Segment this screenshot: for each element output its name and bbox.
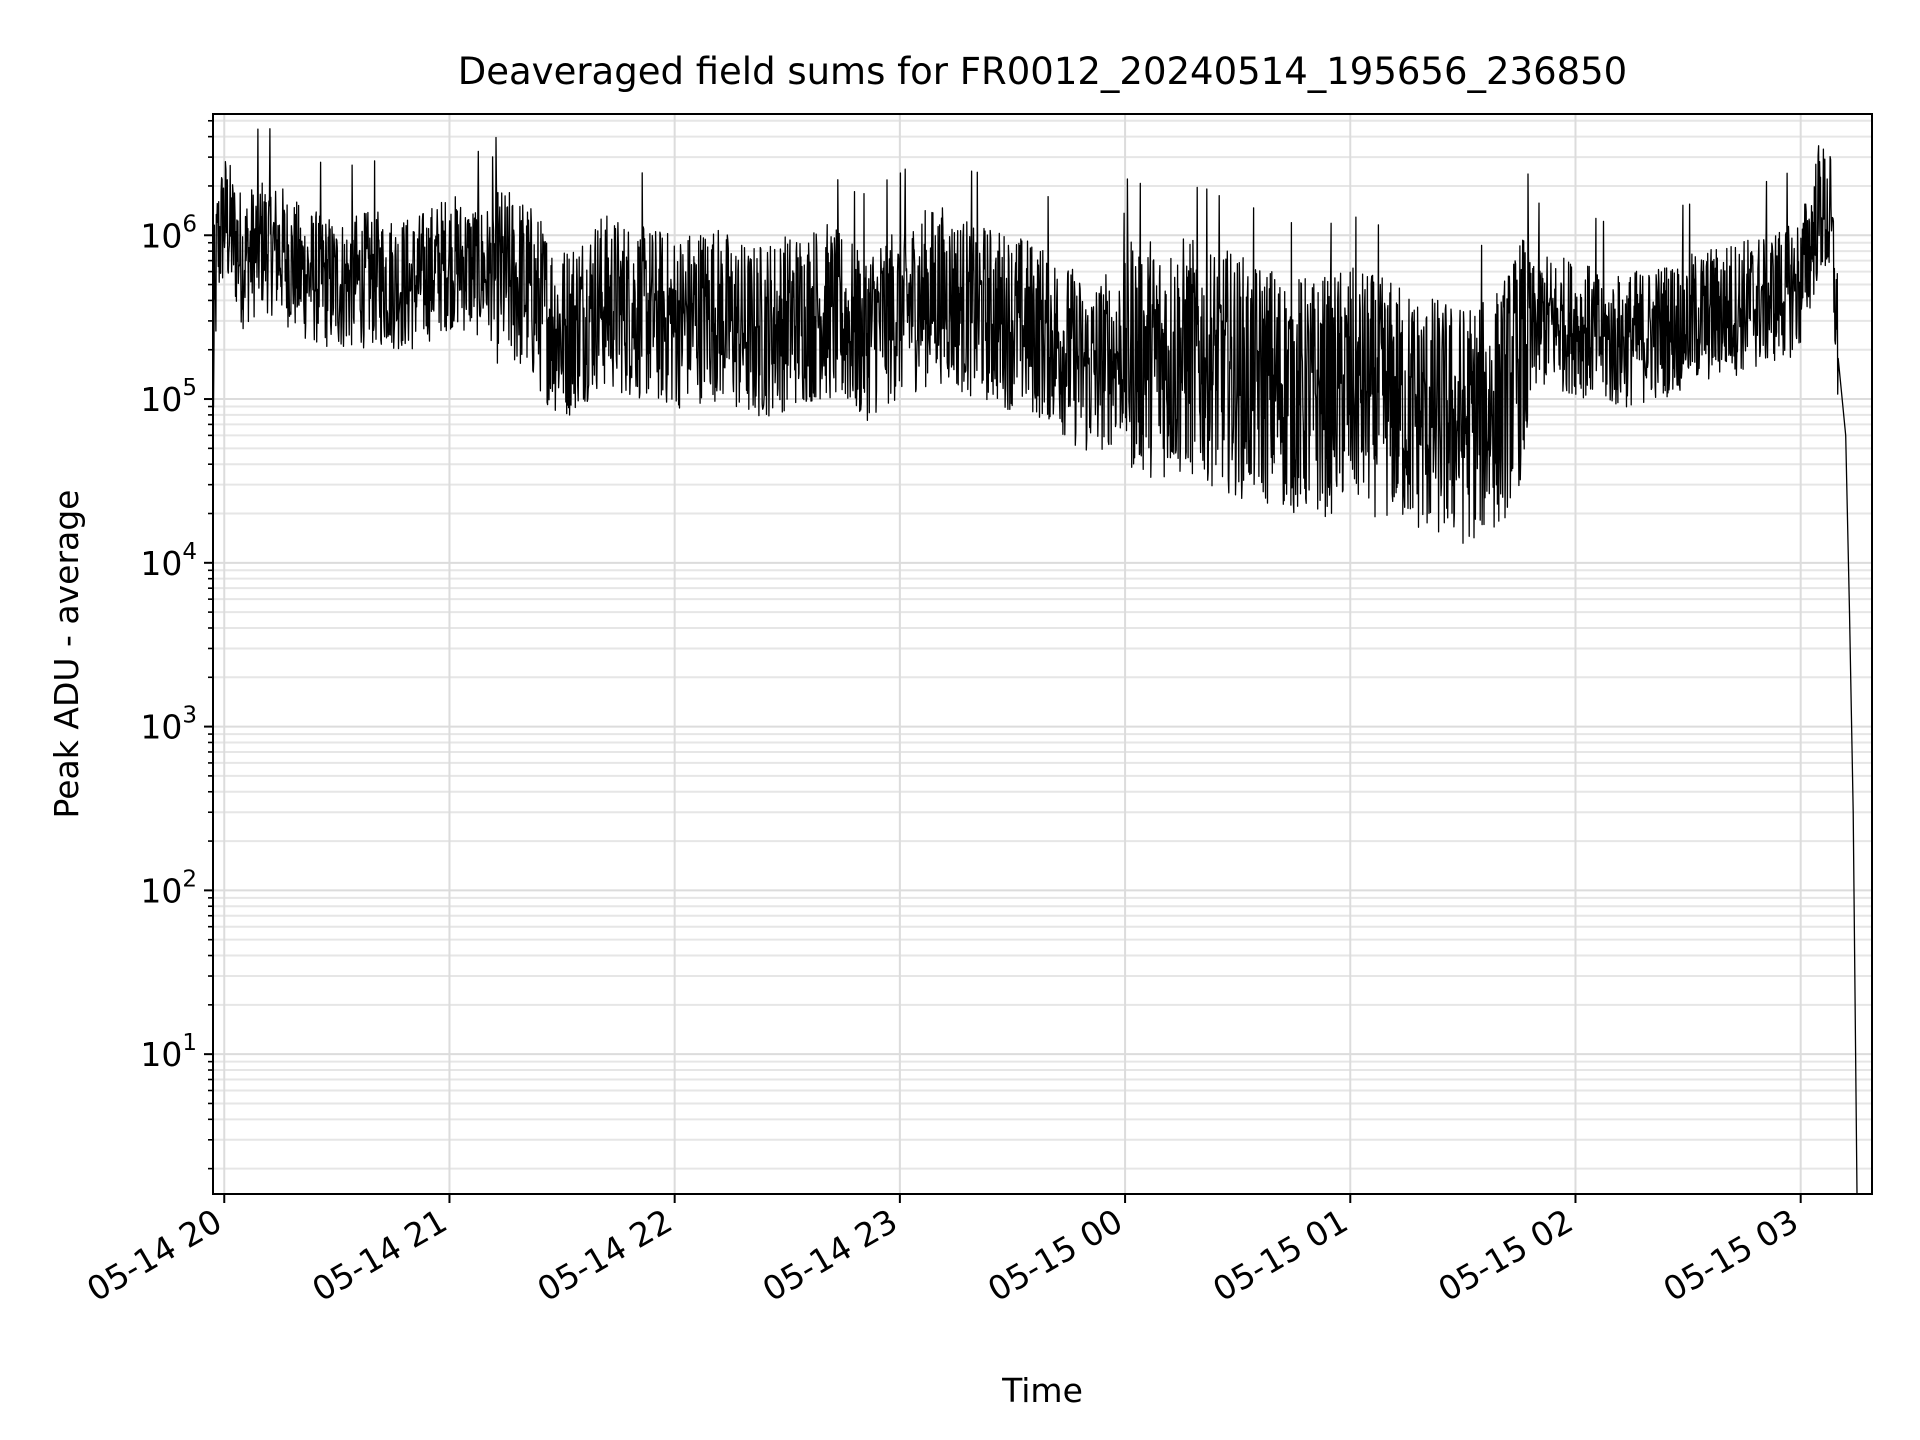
plot-frame xyxy=(212,113,1873,1195)
chart-title: Deaveraged field sums for FR0012_2024051… xyxy=(458,50,1627,93)
x-axis-label: Time xyxy=(1001,1371,1083,1410)
series-line xyxy=(212,128,1858,1195)
y-axis-label: Peak ADU - average xyxy=(47,490,86,819)
series-layer xyxy=(212,128,1858,1195)
